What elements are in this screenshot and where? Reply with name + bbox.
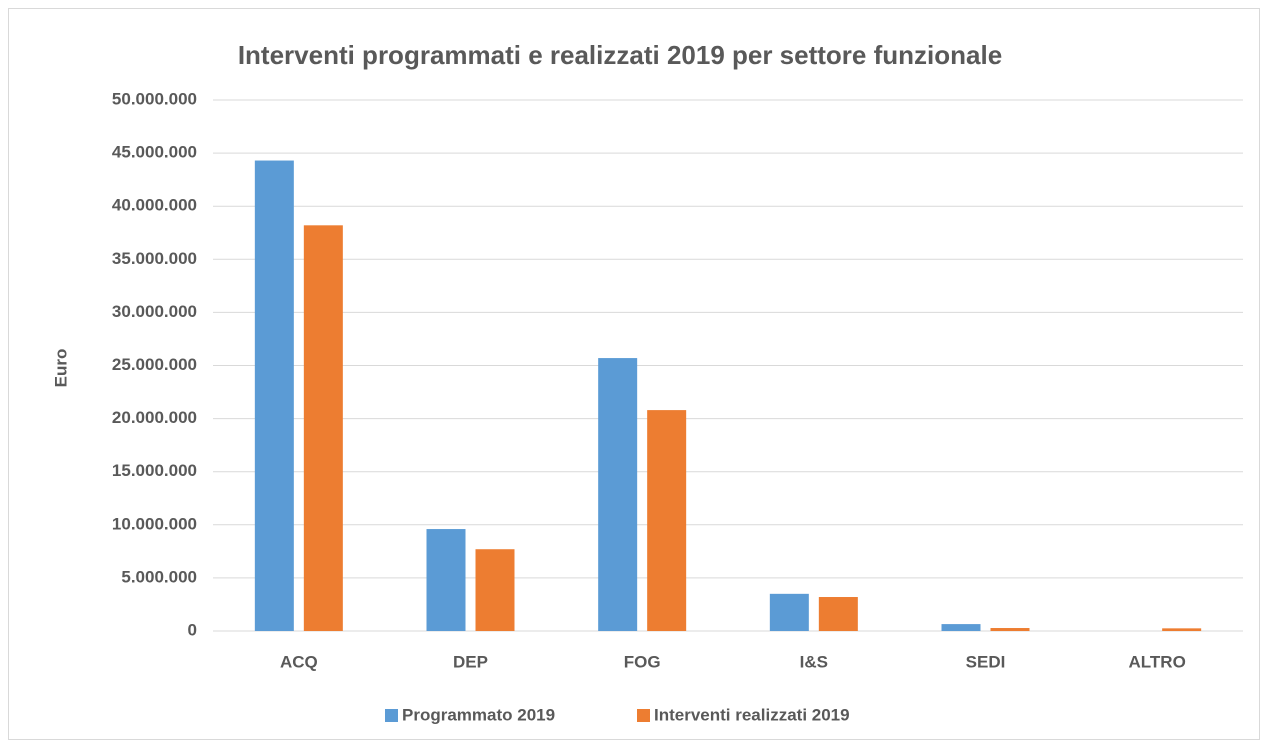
bar (426, 529, 466, 631)
y-tick-label: 10.000.000 (112, 514, 197, 533)
bar (254, 160, 294, 631)
bar (598, 358, 638, 631)
y-tick-label: 45.000.000 (112, 143, 197, 162)
x-tick-label: FOG (624, 652, 661, 671)
y-tick-label: 35.000.000 (112, 249, 197, 268)
x-tick-label: ALTRO (1129, 652, 1186, 671)
y-tick-label: 5.000.000 (121, 567, 197, 586)
legend-label: Programmato 2019 (402, 705, 555, 724)
legend-swatch (385, 709, 398, 722)
y-tick-label: 0 (188, 620, 197, 639)
bar (941, 624, 981, 631)
y-axis-label: Euro (51, 349, 70, 388)
bar (475, 549, 515, 631)
x-tick-label: SEDI (966, 652, 1006, 671)
y-tick-label: 40.000.000 (112, 196, 197, 215)
bar (1162, 628, 1202, 631)
x-tick-label: ACQ (280, 652, 318, 671)
bar (303, 225, 343, 632)
legend-label: Interventi realizzati 2019 (654, 705, 850, 724)
chart-title: Interventi programmati e realizzati 2019… (238, 40, 1002, 70)
bar (990, 628, 1030, 631)
x-tick-label: DEP (453, 652, 488, 671)
legend-swatch (637, 709, 650, 722)
y-tick-label: 20.000.000 (112, 408, 197, 427)
y-tick-label: 25.000.000 (112, 355, 197, 374)
y-tick-label: 30.000.000 (112, 302, 197, 321)
x-tick-label: I&S (800, 652, 828, 671)
bar (769, 593, 809, 631)
y-tick-label: 50.000.000 (112, 89, 197, 108)
bar (647, 410, 687, 631)
bar (818, 597, 858, 631)
y-tick-label: 15.000.000 (112, 461, 197, 480)
